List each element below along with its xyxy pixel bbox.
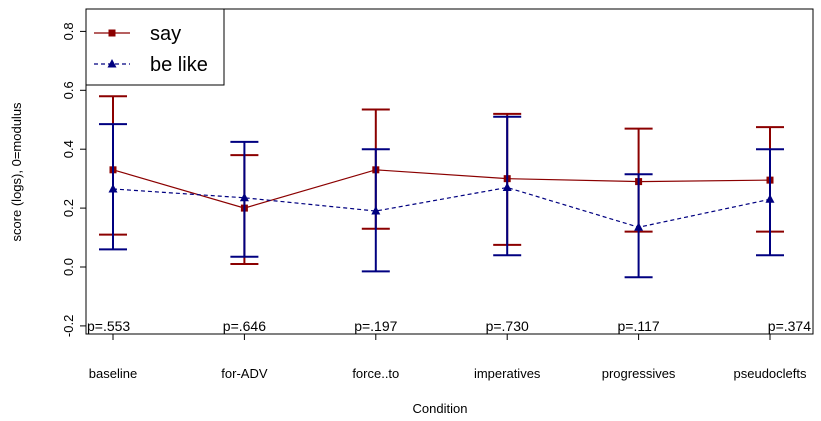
x-tick-label: force..to xyxy=(352,366,399,381)
data-point xyxy=(108,183,118,193)
data-point xyxy=(371,206,381,215)
series-line xyxy=(112,186,771,228)
x-tick-label: pseudoclefts xyxy=(734,366,807,381)
data-point xyxy=(634,222,644,231)
series-layer xyxy=(99,95,784,279)
p-value-annotation: p=.197 xyxy=(354,318,397,334)
legend-marker-say xyxy=(108,29,116,37)
y-tick-label: -0.2 xyxy=(61,315,76,337)
series-say xyxy=(99,95,784,266)
legend-box xyxy=(85,8,225,86)
series-be-like xyxy=(99,115,784,279)
x-tick-label: imperatives xyxy=(474,366,541,381)
legend-entry-be-like: be like xyxy=(94,54,208,76)
legend-marker-be-like xyxy=(107,59,117,68)
legend-entry-say: say xyxy=(94,23,181,45)
x-tick-label: baseline xyxy=(89,366,137,381)
legend: say be like xyxy=(85,8,225,86)
y-tick-label: 0.0 xyxy=(61,258,76,276)
y-axis-title: score (logs), 0=modulus xyxy=(9,102,24,242)
y-axis: -0.2 0.0 0.2 0.4 0.6 0.8 xyxy=(61,22,86,337)
y-tick-label: 0.4 xyxy=(61,140,76,158)
plot-area xyxy=(85,8,814,335)
p-value-annotation: p=.730 xyxy=(486,318,529,334)
data-point xyxy=(239,192,249,202)
annotations: p=.553 p=.646 p=.197 p=.730 p=.117 p=.374 xyxy=(87,318,811,334)
data-point xyxy=(765,194,775,203)
series-line xyxy=(112,169,771,209)
p-value-annotation: p=.117 xyxy=(618,318,660,334)
p-value-annotation: p=.553 xyxy=(87,318,130,334)
legend-label-be-like: be like xyxy=(150,54,208,76)
x-tick-label: for-ADV xyxy=(221,366,268,381)
y-tick-label: 0.6 xyxy=(61,81,76,99)
p-value-annotation: p=.374 xyxy=(768,318,811,334)
data-point xyxy=(502,182,512,191)
x-axis-title: Condition xyxy=(413,401,468,416)
p-value-annotation: p=.646 xyxy=(223,318,266,334)
x-tick-label: progressives xyxy=(602,366,676,381)
y-tick-label: 0.8 xyxy=(61,22,76,40)
x-axis: baseline for-ADV force..to imperatives progr… xyxy=(89,334,807,381)
y-tick-label: 0.2 xyxy=(61,199,76,217)
legend-label-say: say xyxy=(150,23,181,45)
